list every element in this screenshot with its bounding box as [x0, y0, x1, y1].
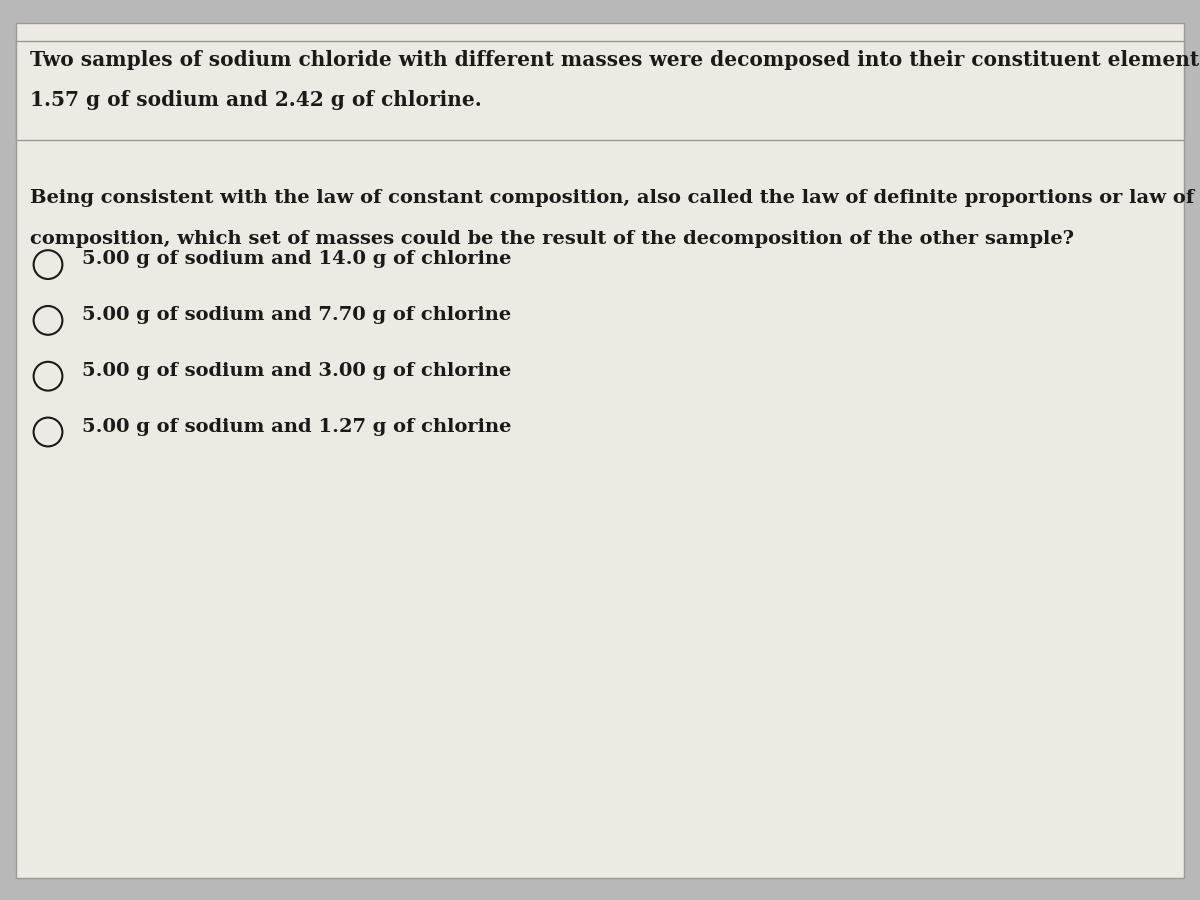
Text: Being consistent with the law of constant composition, also called the law of de: Being consistent with the law of constan…: [30, 189, 1200, 207]
Text: 1.57 g of sodium and 2.42 g of chlorine.: 1.57 g of sodium and 2.42 g of chlorine.: [30, 90, 481, 110]
Text: 5.00 g of sodium and 7.70 g of chlorine: 5.00 g of sodium and 7.70 g of chlorine: [82, 306, 511, 324]
Text: 5.00 g of sodium and 14.0 g of chlorine: 5.00 g of sodium and 14.0 g of chlorine: [82, 250, 511, 268]
Text: 5.00 g of sodium and 3.00 g of chlorine: 5.00 g of sodium and 3.00 g of chlorine: [82, 362, 511, 380]
Bar: [16, 40, 1184, 140]
Text: 5.00 g of sodium and 1.27 g of chlorine: 5.00 g of sodium and 1.27 g of chlorine: [82, 418, 511, 436]
Text: Two samples of sodium chloride with different masses were decomposed into their : Two samples of sodium chloride with diff…: [30, 50, 1200, 70]
Text: composition, which set of masses could be the result of the decomposition of the: composition, which set of masses could b…: [30, 230, 1074, 248]
